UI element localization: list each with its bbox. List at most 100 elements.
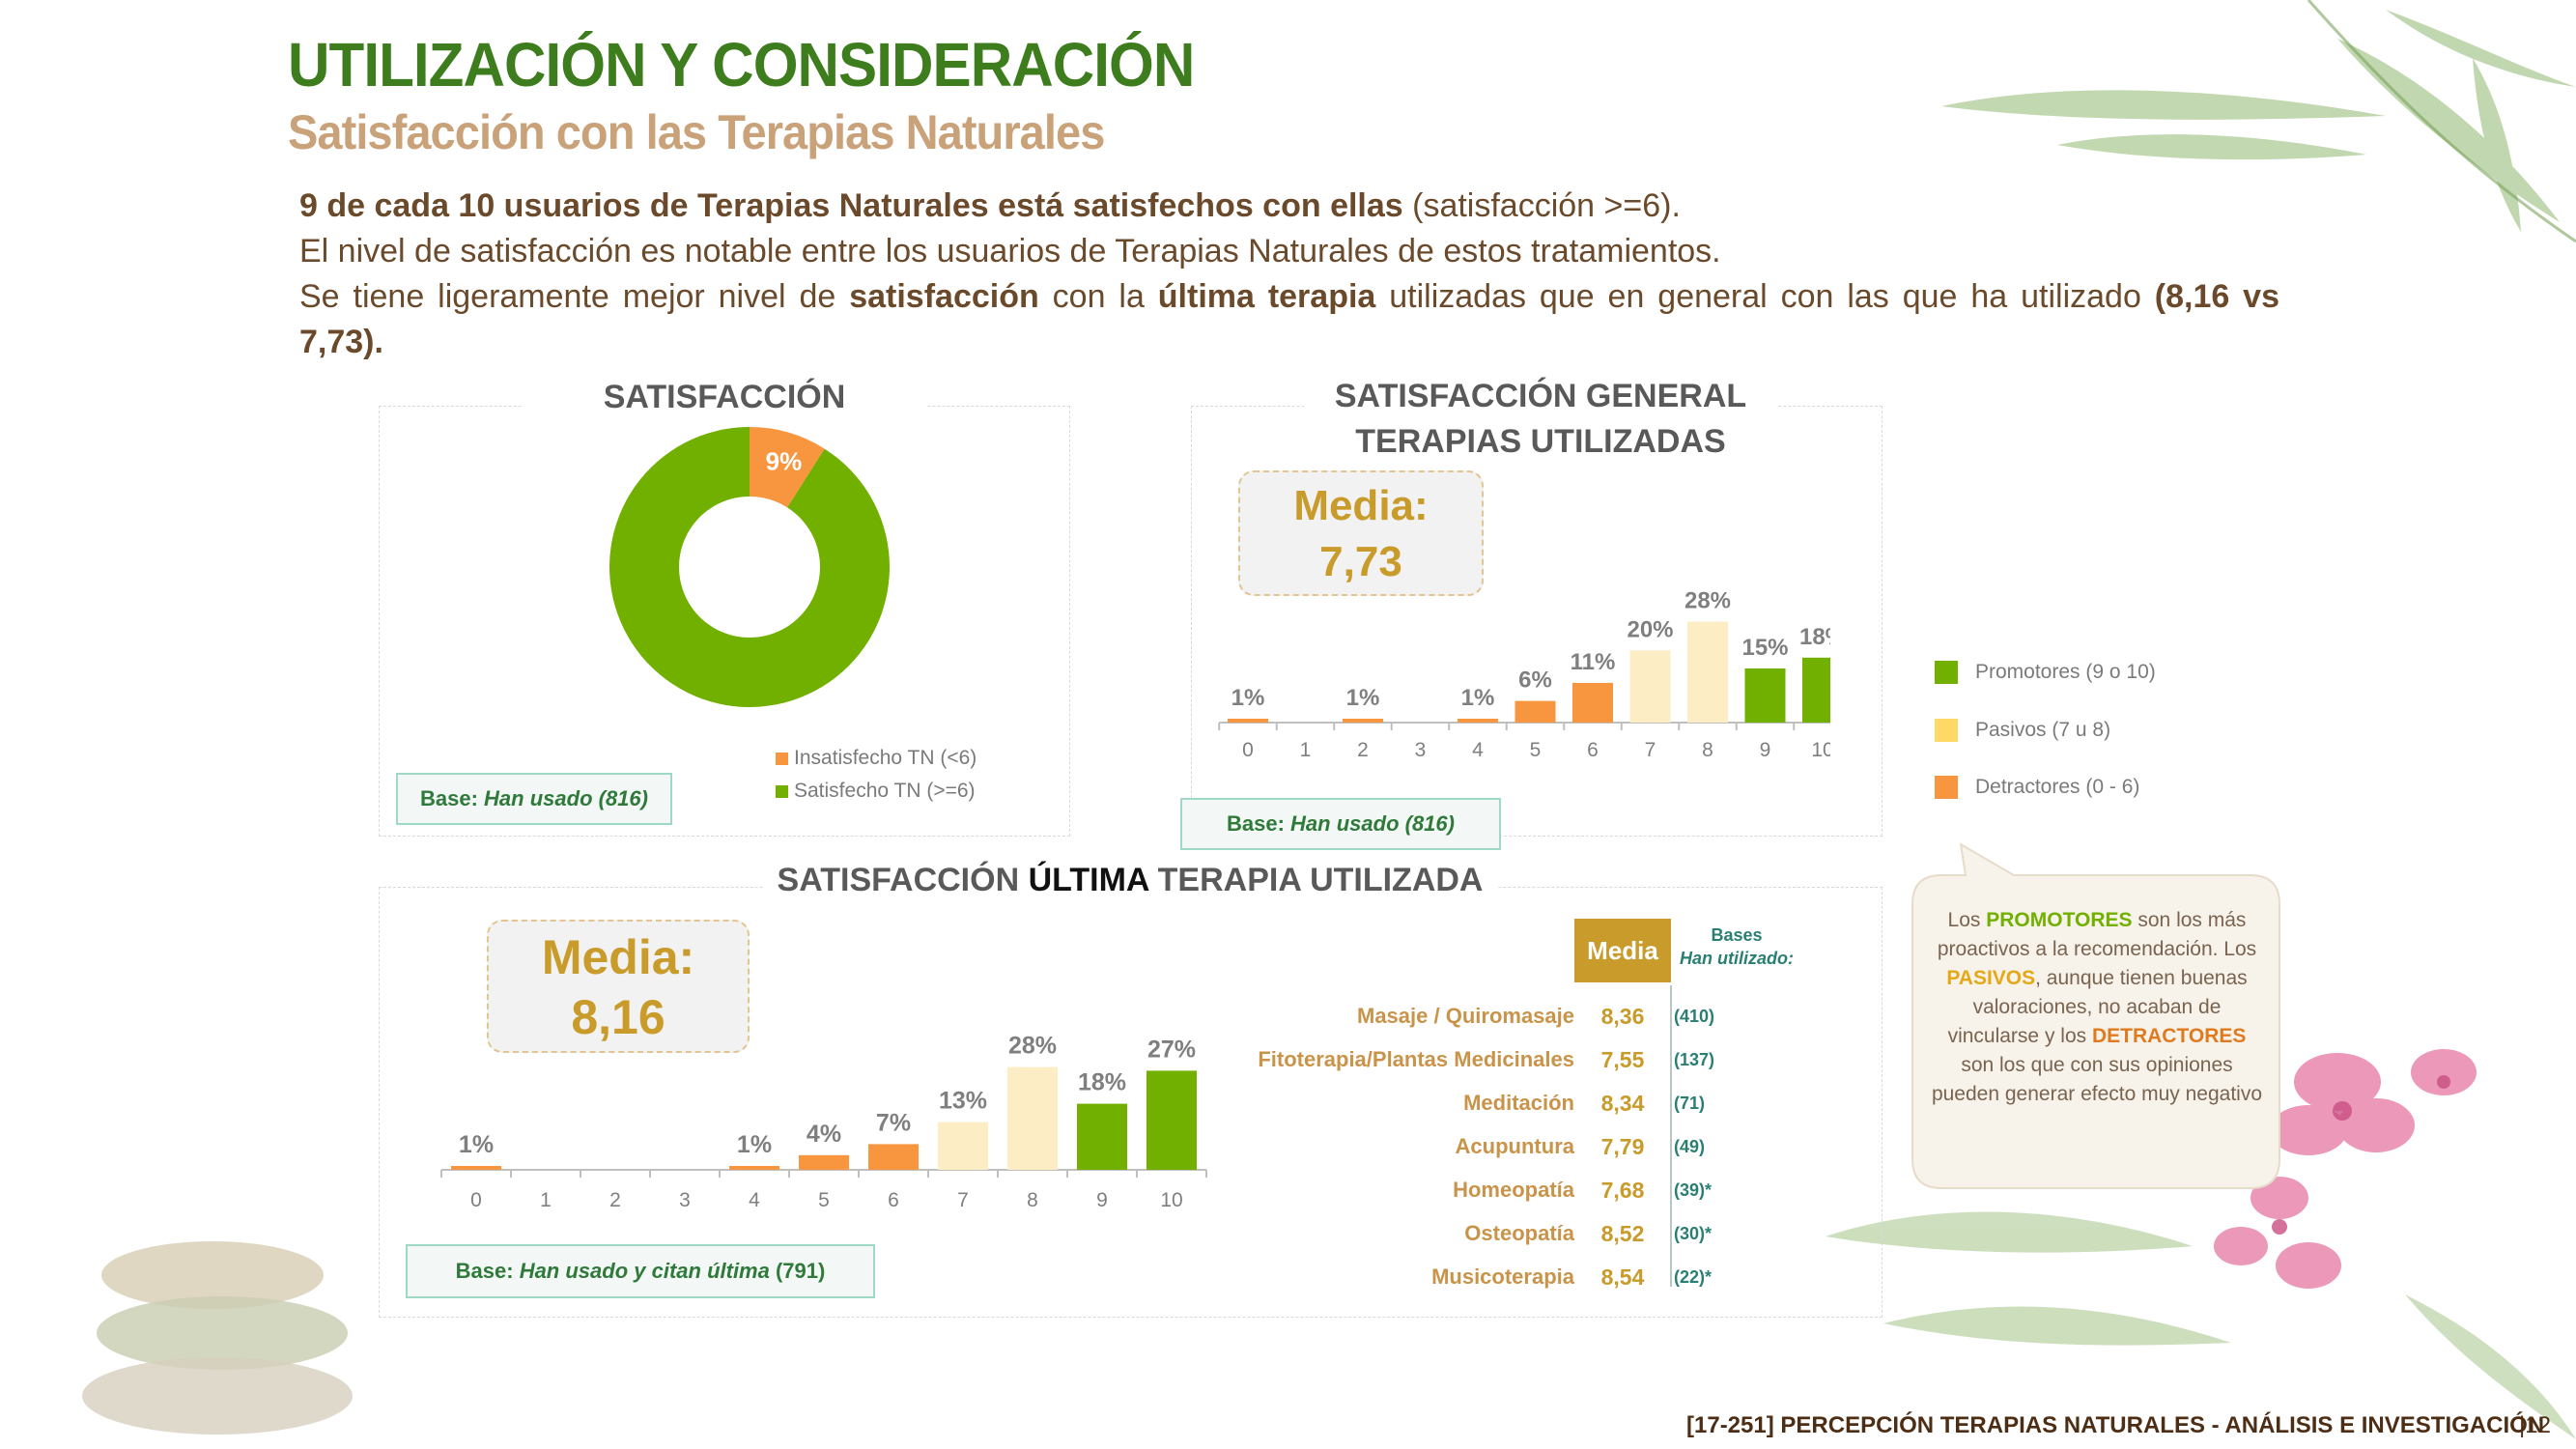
intro-line-2: El nivel de satisfacción es notable entr… <box>299 233 1721 270</box>
legend-promotores: Promotores (9 o 10) <box>1935 661 2156 685</box>
therapy-name: Homeopatía <box>1453 1178 1574 1202</box>
bamboo-leaves-decoration <box>1941 0 2576 243</box>
satisfaction-base-box: Base: Han usado (816) <box>396 773 672 825</box>
bar-5 <box>799 1154 849 1170</box>
bar-9 <box>1077 1103 1127 1170</box>
donut-legend-satisfecho: Satisfecho TN (>=6) <box>776 780 976 803</box>
bar-label-8: 28% <box>1684 587 1731 613</box>
bar-label-0: 1% <box>459 1131 494 1158</box>
last-therapy-bar-chart: 1% 0 1 2 3 1% 4 4% 5 7% 6 13% 7 28% 8 18% 9 27% 10 <box>440 1033 1207 1211</box>
legend-swatch-cream-icon <box>1935 719 1958 743</box>
bar-label-2: 1% <box>1346 685 1380 711</box>
legend-detractores: Detractores (0 - 6) <box>1935 776 2139 800</box>
legend-swatch-orange <box>776 752 788 765</box>
therapy-media: 8,36 <box>1600 1004 1645 1029</box>
therapy-media: 8,52 <box>1600 1221 1645 1246</box>
x-tick-label-2: 2 <box>1357 739 1369 761</box>
x-tick-label-9: 9 <box>1760 739 1771 761</box>
satisfaction-donut-chart: 9% 91% <box>609 427 890 734</box>
bar-6 <box>1572 682 1613 723</box>
bar-label-10: 27% <box>1147 1036 1196 1063</box>
x-tick-label-6: 6 <box>888 1189 899 1211</box>
donut-label-0: 9% <box>766 446 803 475</box>
bar-label-8: 28% <box>1008 1033 1057 1060</box>
bar-label-6: 11% <box>1571 649 1616 675</box>
bar-0 <box>451 1166 501 1170</box>
x-tick-label-8: 8 <box>1702 739 1713 761</box>
bar-10 <box>1802 657 1830 723</box>
bar-8 <box>1007 1066 1058 1170</box>
donut-legend-insatisfecho: Insatisfecho TN (<6) <box>776 747 977 770</box>
x-tick-label-5: 5 <box>1530 739 1542 761</box>
x-tick-label-3: 3 <box>1415 739 1427 761</box>
bar-8 <box>1687 621 1728 723</box>
bar-6 <box>868 1144 919 1170</box>
orchid-decoration <box>1826 1049 2576 1439</box>
x-tick-label-2: 2 <box>609 1189 621 1211</box>
therapy-base: (71) <box>1674 1094 1706 1113</box>
bar-label-6: 7% <box>876 1109 911 1136</box>
general-media-value: 7,73 <box>1319 538 1402 585</box>
therapy-media: 8,54 <box>1600 1264 1645 1290</box>
x-tick-label-4: 4 <box>1472 739 1484 761</box>
bar-label-5: 4% <box>807 1121 841 1148</box>
therapy-name: Fitoterapia/Plantas Medicinales <box>1258 1047 1574 1071</box>
bar-label-4: 1% <box>1461 685 1495 711</box>
last-therapy-base-box: Base: Han usado y citan última (791) <box>406 1244 875 1298</box>
x-tick-label-10: 10 <box>1811 739 1830 761</box>
footer-text: [17-251] PERCEPCIÓN TERAPIAS NATURALES -… <box>1686 1412 2545 1438</box>
therapy-name: Masaje / Quiromasaje <box>1357 1004 1574 1028</box>
donut-label-1: 91% <box>656 716 718 734</box>
x-tick-label-7: 7 <box>957 1189 969 1211</box>
therapy-name: Osteopatía <box>1464 1221 1574 1245</box>
x-tick-label-4: 4 <box>749 1189 760 1211</box>
bar-label-4: 1% <box>737 1131 772 1158</box>
page-subtitle: Satisfacción con las Terapias Naturales <box>288 105 1105 159</box>
intro-text: 9 de cada 10 usuarios de Terapias Natura… <box>299 184 2279 365</box>
legend-pasivos: Pasivos (7 u 8) <box>1935 719 2110 743</box>
x-tick-label-3: 3 <box>679 1189 691 1211</box>
intro-line-1: 9 de cada 10 usuarios de Terapias Natura… <box>299 187 1681 224</box>
stones-decoration <box>82 1241 353 1435</box>
x-tick-label-10: 10 <box>1160 1189 1182 1211</box>
bar-0 <box>1228 719 1268 723</box>
bar-2 <box>1343 719 1383 723</box>
bar-label-5: 6% <box>1518 668 1552 694</box>
general-media-label: Media: <box>1293 482 1429 529</box>
therapy-name: Acupuntura <box>1455 1134 1574 1158</box>
therapy-table-bases-header: Bases Han utilizado: <box>1674 923 1799 970</box>
general-satisfaction-bar-chart: 1%011%231%46%511%620%728%815%918%10 <box>1218 587 1830 761</box>
donut-slice-1 <box>609 427 890 707</box>
last-media-value: 8,16 <box>571 990 665 1044</box>
therapy-base: (30)* <box>1674 1224 1713 1243</box>
last-media-label: Media: <box>541 930 695 984</box>
bar-4 <box>1458 719 1498 723</box>
callout-text: Los PROMOTORES son los más proactivos a … <box>1931 909 2263 1105</box>
bar-label-7: 20% <box>1627 616 1673 642</box>
x-tick-label-7: 7 <box>1645 739 1656 761</box>
bases-header-line-2: Han utilizado: <box>1680 949 1794 968</box>
x-tick-label-0: 0 <box>1242 739 1254 761</box>
therapy-media: 7,79 <box>1600 1134 1645 1159</box>
x-tick-label-1: 1 <box>540 1189 552 1211</box>
therapy-media: 7,55 <box>1600 1047 1645 1072</box>
satisfaction-title: SATISFACCIÓN <box>522 375 927 420</box>
intro-line-3: Se tiene ligeramente mejor nivel de sati… <box>299 278 2279 360</box>
therapy-name: Meditación <box>1463 1091 1574 1115</box>
x-tick-label-5: 5 <box>818 1189 830 1211</box>
x-tick-label-9: 9 <box>1096 1189 1108 1211</box>
general-title-line-2: TERAPIAS UTILIZADAS <box>1355 423 1726 460</box>
bar-5 <box>1514 700 1556 723</box>
therapy-base: (39)* <box>1674 1180 1713 1200</box>
therapy-name: Musicoterapia <box>1431 1264 1574 1289</box>
bar-label-0: 1% <box>1231 685 1265 711</box>
general-title-line-1: SATISFACCIÓN GENERAL <box>1334 378 1747 414</box>
last-therapy-media-box: Media: 8,16 <box>487 920 750 1053</box>
bases-header-line-1: Bases <box>1711 925 1763 945</box>
last-therapy-title: SATISFACCIÓN ÚLTIMA TERAPIA UTILIZADA <box>763 858 1497 903</box>
bar-7 <box>1629 650 1671 723</box>
bar-9 <box>1744 668 1786 723</box>
general-media-box: Media: 7,73 <box>1238 470 1484 596</box>
therapy-media: 7,68 <box>1600 1178 1645 1203</box>
bar-10 <box>1146 1070 1197 1170</box>
